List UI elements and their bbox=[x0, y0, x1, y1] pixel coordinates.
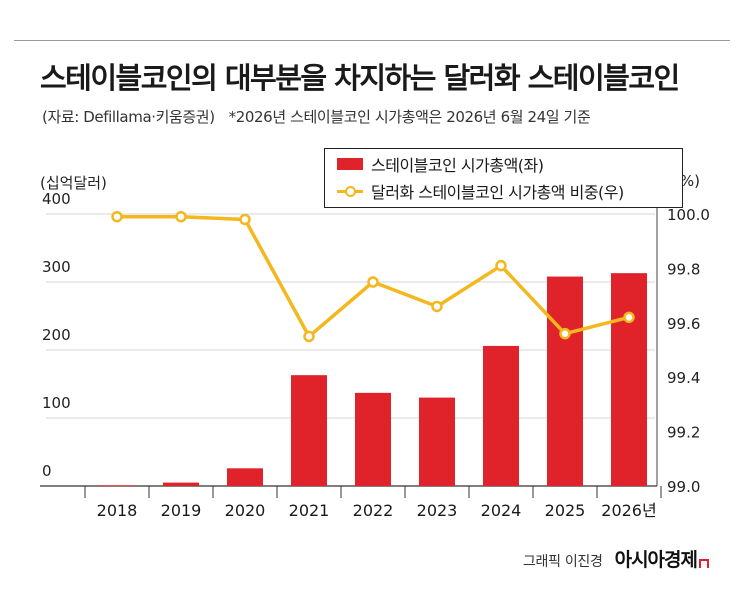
x-tick-label: 2019 bbox=[161, 501, 202, 520]
right-tick-label: 99.0 bbox=[667, 478, 700, 496]
left-axis-unit: (십억달러) bbox=[40, 174, 107, 192]
bar-market-cap bbox=[355, 392, 391, 486]
left-tick-label: 0 bbox=[42, 462, 52, 480]
legend-item-market-cap: 스테이블코인 시가총액(좌) bbox=[337, 154, 544, 175]
left-tick-label: 300 bbox=[42, 258, 71, 276]
publisher-logo: 아시아경제 bbox=[614, 549, 698, 571]
footer: 그래픽 이진경 아시아경제 bbox=[523, 545, 709, 572]
left-tick-label: 200 bbox=[42, 326, 71, 344]
right-tick-label: 99.8 bbox=[667, 260, 700, 278]
x-tick-label: 2022 bbox=[353, 501, 394, 520]
bar-market-cap bbox=[227, 468, 263, 486]
right-tick-label: 99.4 bbox=[667, 369, 700, 387]
x-tick-label: 2025 bbox=[545, 501, 586, 520]
bar-market-cap bbox=[163, 482, 199, 486]
point-usd-share bbox=[175, 210, 187, 223]
point-usd-share bbox=[239, 213, 251, 226]
chart-title: 스테이블코인의 대부분을 차지하는 달러화 스테이블코인 bbox=[40, 61, 680, 95]
legend-line-swatch bbox=[337, 184, 363, 198]
legend-label-market-cap: 스테이블코인 시가총액(좌) bbox=[371, 156, 544, 175]
point-usd-share bbox=[111, 210, 123, 223]
point-usd-share bbox=[303, 330, 315, 343]
point-usd-share bbox=[367, 276, 379, 288]
bar-market-cap bbox=[483, 345, 519, 486]
right-tick-label: 100.0 bbox=[667, 206, 710, 224]
bar-market-cap bbox=[611, 273, 647, 486]
point-usd-share bbox=[495, 259, 507, 272]
chart-legend: 스테이블코인 시가총액(좌) 달러화 스테이블코인 시가총액 비중(우) bbox=[324, 148, 683, 208]
x-tick-label: 2023 bbox=[417, 501, 458, 520]
top-rule bbox=[14, 40, 730, 41]
bar-market-cap bbox=[99, 485, 135, 487]
bar-market-cap bbox=[547, 276, 583, 486]
logo-mark-icon bbox=[699, 559, 709, 568]
left-tick-label: 400 bbox=[42, 190, 71, 208]
x-tick-label: 2020 bbox=[225, 501, 266, 520]
x-tick-label: 2024 bbox=[481, 501, 522, 520]
right-tick-label: 99.6 bbox=[667, 315, 700, 333]
point-usd-share bbox=[431, 300, 443, 313]
legend-item-usd-share: 달러화 스테이블코인 시가총액 비중(우) bbox=[337, 181, 624, 202]
bar-market-cap bbox=[291, 375, 327, 486]
x-tick-label: 2018 bbox=[97, 501, 138, 520]
point-usd-share bbox=[559, 327, 571, 340]
chart-subtitle: (자료: Defillama·키움증권) *2026년 스테이블코인 시가총액은 … bbox=[42, 106, 591, 127]
point-usd-share bbox=[623, 311, 635, 324]
graphic-credit: 그래픽 이진경 bbox=[522, 554, 603, 570]
left-tick-label: 100 bbox=[42, 394, 71, 412]
date-note: *2026년 스테이블코인 시가총액은 2026년 6월 24일 기준 bbox=[228, 108, 591, 126]
right-tick-label: 99.2 bbox=[667, 424, 700, 442]
source-note: (자료: Defillama·키움증권) bbox=[42, 108, 215, 126]
legend-bar-swatch bbox=[337, 158, 363, 170]
legend-label-usd-share: 달러화 스테이블코인 시가총액 비중(우) bbox=[371, 183, 624, 202]
x-tick-label: 2021 bbox=[289, 501, 330, 520]
x-tick-label: 2026년 bbox=[601, 501, 656, 520]
bar-market-cap bbox=[419, 397, 455, 486]
